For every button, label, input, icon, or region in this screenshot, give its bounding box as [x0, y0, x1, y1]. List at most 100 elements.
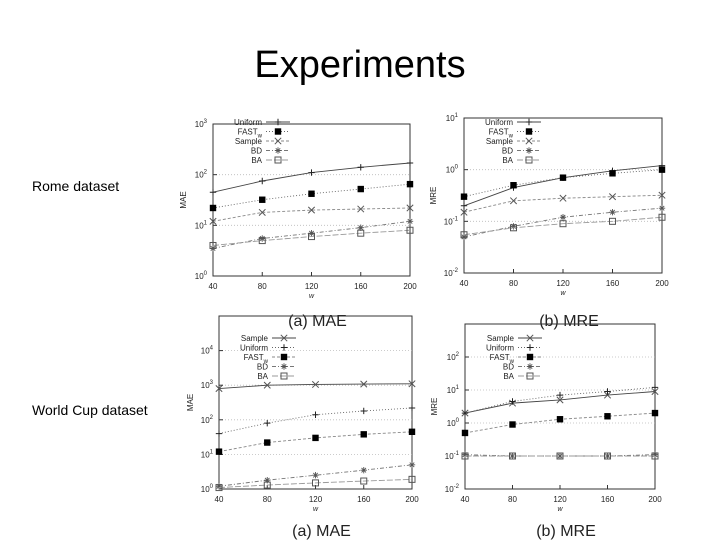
data-point: [460, 202, 468, 209]
series-sample: [460, 191, 666, 216]
data-point: [461, 429, 469, 437]
x-tick-label: 160: [606, 279, 620, 288]
data-point: [509, 452, 516, 460]
data-point: [215, 483, 223, 490]
legend-marker: [526, 363, 534, 370]
row-label-rome: Rome dataset: [32, 178, 120, 194]
data-point: [651, 387, 659, 396]
data-point: [609, 217, 616, 225]
data-point: [608, 193, 617, 201]
data-point: [556, 416, 564, 423]
y-tick-label: 10-2: [445, 484, 460, 494]
series-sample: [215, 380, 416, 393]
data-point: [509, 452, 516, 460]
x-axis-label: w: [313, 506, 319, 513]
y-tick-label: 10-1: [445, 451, 460, 461]
data-point: [609, 209, 616, 216]
data-point: [406, 226, 414, 234]
data-point: [559, 194, 567, 202]
legend-marker: [274, 147, 282, 154]
data-point: [259, 235, 266, 242]
legend-label: FASTw: [490, 353, 515, 365]
data-point: [406, 159, 414, 167]
series-bd: [461, 451, 659, 460]
data-point: [308, 169, 315, 176]
legend-label: Uniform: [234, 118, 262, 127]
data-point: [357, 229, 365, 237]
legend-label: BA: [251, 156, 262, 165]
data-point: [312, 479, 319, 487]
data-point: [510, 223, 517, 230]
data-point: [461, 451, 469, 458]
data-point: [651, 452, 659, 460]
data-point: [460, 208, 468, 216]
data-point: [215, 484, 223, 492]
y-tick-label: 101: [201, 449, 214, 459]
legend-marker: [274, 156, 282, 164]
data-point: [258, 237, 266, 245]
x-tick-label: 80: [263, 495, 272, 504]
series-fast: [215, 428, 416, 455]
legend-label: BD: [503, 363, 514, 372]
legend-label: BA: [502, 156, 513, 165]
data-point: [510, 224, 517, 232]
data-point: [556, 452, 564, 460]
data-point: [209, 217, 217, 225]
plot-frame: [212, 123, 411, 277]
data-point: [312, 411, 319, 418]
x-tick-label: 40: [215, 495, 224, 504]
legend-label: Sample: [241, 334, 269, 343]
data-point: [357, 164, 364, 171]
x-tick-label: 160: [601, 495, 615, 504]
legend-marker: [526, 372, 534, 380]
data-point: [556, 391, 564, 399]
panel-caption: (a) MAE: [292, 523, 351, 540]
legend-marker: [525, 118, 533, 126]
y-tick-label: 102: [447, 352, 460, 362]
x-tick-label: 120: [305, 282, 319, 291]
data-point: [215, 430, 223, 437]
data-point: [658, 204, 666, 212]
data-point: [209, 189, 217, 196]
data-point: [509, 197, 518, 205]
data-point: [406, 180, 414, 188]
data-point: [406, 218, 414, 225]
x-tick-label: 200: [403, 282, 417, 291]
data-point: [604, 413, 611, 420]
series-fast: [461, 409, 659, 437]
legend-label: BA: [503, 372, 514, 381]
legend-label: Sample: [487, 334, 515, 343]
data-point: [357, 205, 365, 213]
legend-marker: [526, 344, 534, 351]
series-line: [463, 165, 663, 207]
slide-title: Experiments: [254, 44, 466, 86]
y-tick-label: 102: [195, 170, 208, 180]
series-fast: [209, 180, 414, 212]
data-point: [406, 204, 414, 212]
data-point: [603, 391, 612, 399]
panel-caption: (a) MAE: [288, 313, 347, 330]
legend-label: FASTw: [244, 353, 269, 365]
y-tick-label: 104: [201, 346, 214, 356]
data-point: [658, 191, 666, 199]
data-point: [604, 452, 611, 460]
data-point: [209, 204, 217, 212]
legend-marker: [525, 156, 533, 164]
x-tick-label: 200: [405, 495, 419, 504]
data-point: [408, 404, 416, 412]
legend-marker: [525, 147, 533, 154]
data-point: [658, 213, 666, 221]
data-point: [559, 214, 567, 221]
y-tick-label: 10-1: [444, 216, 459, 226]
legend-label: Sample: [235, 137, 263, 146]
x-tick-label: 200: [655, 279, 669, 288]
series-fast: [460, 166, 666, 200]
data-point: [259, 196, 266, 203]
series-line: [218, 478, 413, 489]
data-point: [360, 477, 368, 485]
legend-marker: [274, 128, 282, 135]
legend-marker: [280, 344, 288, 351]
data-point: [357, 224, 364, 231]
